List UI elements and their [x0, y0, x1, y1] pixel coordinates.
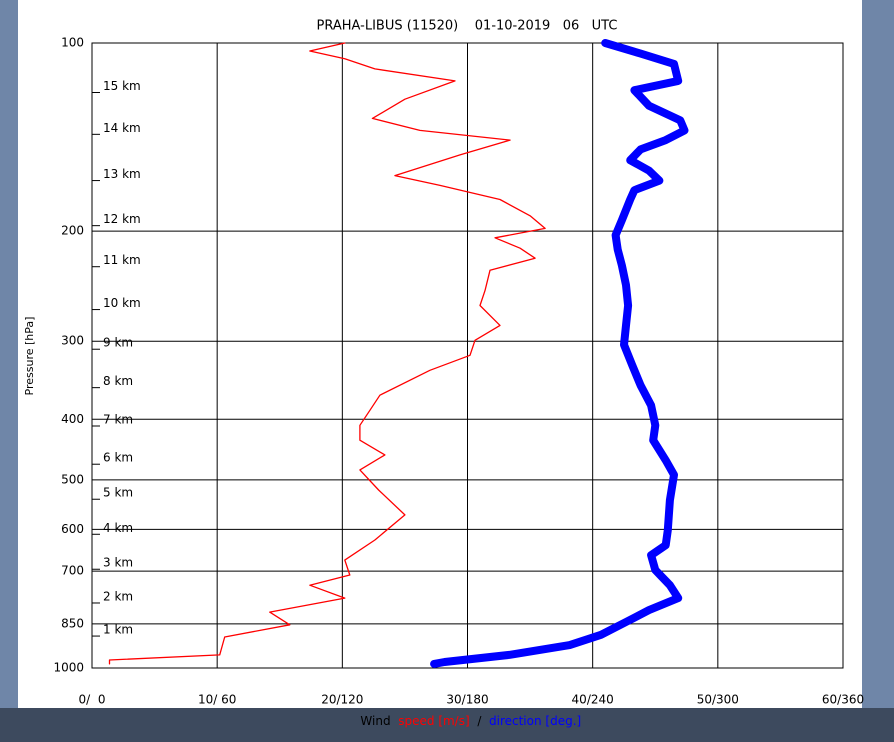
height-label: 15 km	[103, 79, 141, 93]
x-tick-label: 30/180	[446, 693, 488, 707]
height-label: 1 km	[103, 623, 133, 637]
y-tick-label: 200	[61, 224, 84, 238]
height-label: 14 km	[103, 121, 141, 135]
x-tick-label: 20/120	[321, 693, 363, 707]
y-tick-label: 700	[61, 564, 84, 578]
x-tick-label: 40/240	[572, 693, 614, 707]
height-label: 12 km	[103, 212, 141, 226]
y-tick-label: 1000	[53, 661, 84, 675]
height-label: 11 km	[103, 253, 141, 267]
height-label: 9 km	[103, 336, 133, 350]
y-tick-label: 100	[61, 36, 84, 50]
y-tick-label: 600	[61, 522, 84, 536]
x-tick-label: 60/360	[822, 693, 864, 707]
height-label: 2 km	[103, 589, 133, 603]
height-label: 5 km	[103, 486, 133, 500]
panel	[18, 0, 862, 708]
height-label: 3 km	[103, 556, 133, 570]
chart-title: PRAHA-LIBUS (11520) 01-10-2019 06 UTC	[317, 19, 618, 34]
height-label: 6 km	[103, 451, 133, 465]
x-tick-label: 0/ 0	[79, 693, 106, 707]
legend-speed-unit: [m/s]	[438, 714, 469, 728]
height-label: 8 km	[103, 374, 133, 388]
x-tick-label: 50/300	[697, 693, 739, 707]
y-tick-label: 500	[61, 472, 84, 486]
x-axis-title: Wind speed [m/s] / direction [deg.]	[341, 714, 592, 728]
legend-speed: speed	[398, 714, 434, 728]
profile-line	[108, 42, 546, 665]
legend-direction-unit: [deg.]	[545, 714, 581, 728]
x-tick-label: 10/ 60	[198, 693, 236, 707]
legend-direction: direction	[489, 714, 542, 728]
plot-frame	[91, 42, 844, 669]
y-tick-label: 300	[61, 334, 84, 348]
x-label-separator: /	[477, 714, 482, 728]
height-label: 10 km	[103, 296, 141, 310]
y-axis-title: Pressure [hPa]	[23, 317, 36, 396]
y-tick-label: 850	[61, 616, 84, 630]
height-label: 13 km	[103, 167, 141, 181]
bottom-strip	[0, 708, 894, 742]
profile-line	[430, 39, 689, 668]
y-tick-label: 400	[61, 412, 84, 426]
x-label-wind: Wind	[360, 714, 390, 728]
height-label: 4 km	[103, 521, 133, 535]
height-label: 7 km	[103, 412, 133, 426]
